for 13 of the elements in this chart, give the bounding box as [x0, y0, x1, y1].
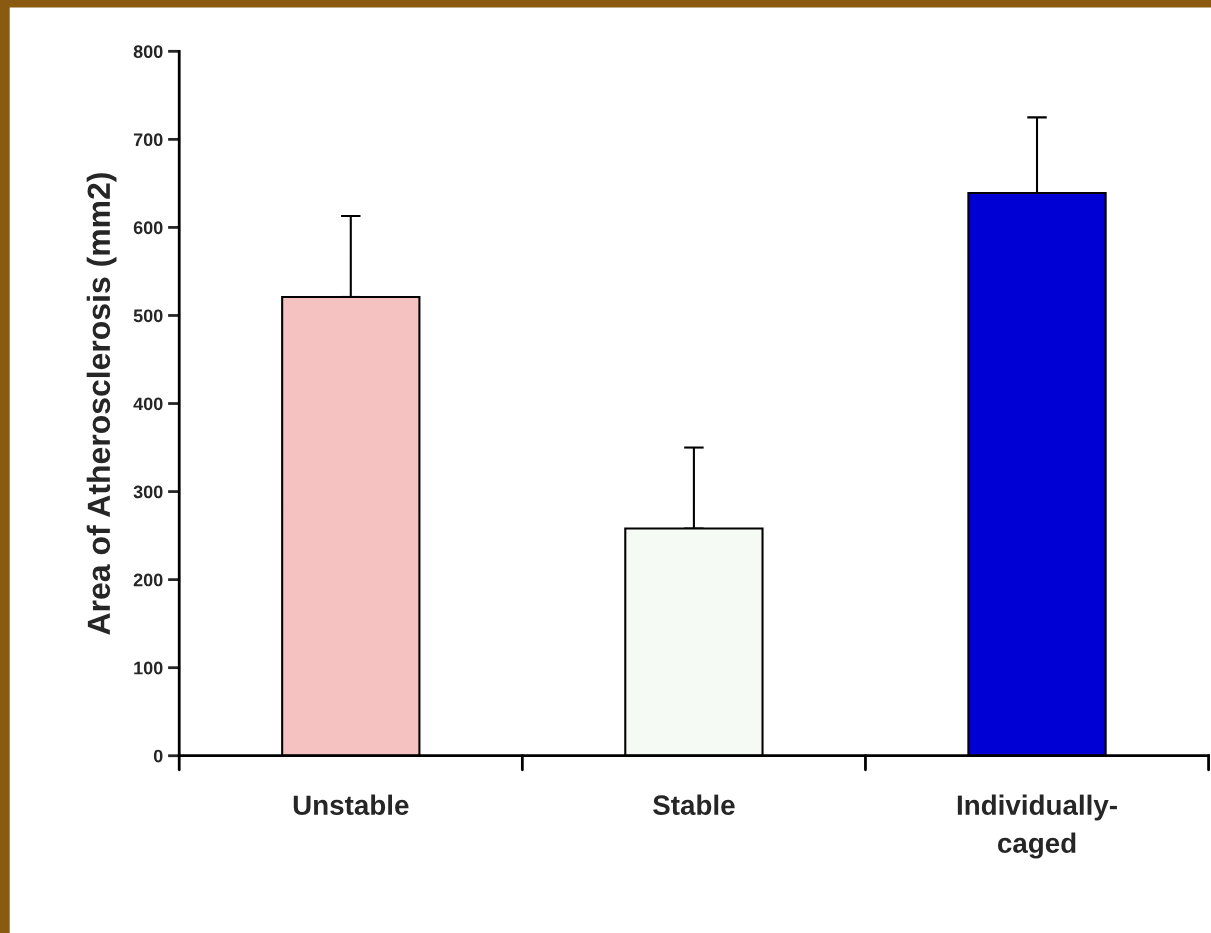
- y-tick-label: 400: [133, 397, 163, 411]
- x-tick-label: Stable: [653, 794, 735, 816]
- y-tick-label: 500: [133, 309, 163, 323]
- y-tick-label: 700: [133, 133, 163, 147]
- y-tick-label: 100: [134, 661, 163, 675]
- x-tick-label: Individually- caged: [957, 794, 1117, 859]
- y-tick-label: 0: [153, 749, 163, 763]
- y-axis-title: Area of Atherosclerosis (mm2): [86, 173, 117, 635]
- y-tick-label: 300: [133, 485, 163, 499]
- x-tick-label: Unstable: [293, 794, 409, 816]
- y-tick-label: 200: [133, 573, 163, 587]
- y-tick-label: 800: [133, 45, 163, 59]
- y-tick-label: 600: [133, 221, 163, 235]
